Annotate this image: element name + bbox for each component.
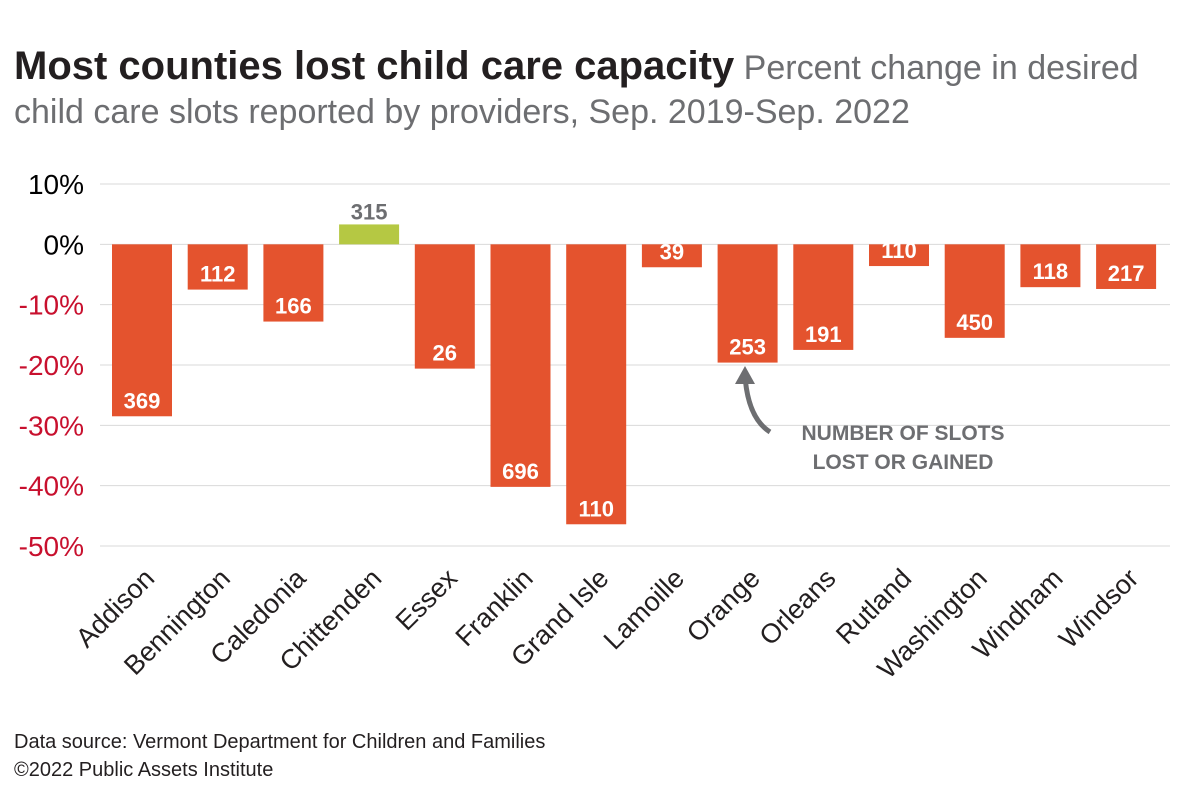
data-label: 166	[275, 294, 312, 319]
annotation-arrow	[742, 375, 772, 435]
y-tick-label: -20%	[19, 350, 84, 381]
data-label: 118	[1033, 259, 1069, 284]
data-label: 26	[433, 341, 457, 366]
x-tick-label: Lamoille	[598, 563, 690, 655]
data-label: 110	[578, 496, 614, 521]
annotation-arrowhead	[735, 366, 755, 384]
bar-bennington	[187, 244, 248, 290]
bar-rutland	[869, 244, 929, 267]
bar-orleans	[793, 244, 854, 350]
x-tick-label: Essex	[390, 563, 464, 637]
x-tick-label: Windsor	[1053, 563, 1144, 654]
chart-title: Most counties lost child care capacity	[14, 44, 735, 88]
chart-title-block: Most counties lost child care capacity P…	[14, 44, 1174, 134]
bar-washington	[944, 244, 1005, 338]
bar-windsor	[1096, 244, 1157, 289]
data-label: 39	[660, 239, 684, 264]
bar-orange	[717, 244, 778, 363]
bar-grand-isle	[566, 244, 627, 525]
bars	[112, 224, 1157, 525]
data-source: Data source: Vermont Department for Chil…	[14, 731, 546, 753]
annotation-line-2: LOST OR GAINED	[813, 451, 994, 474]
data-label: 217	[1108, 261, 1145, 286]
x-tick-label: Orange	[681, 563, 766, 648]
bar-lamoille	[641, 244, 702, 268]
y-tick-label: -50%	[19, 531, 84, 562]
bar-windham	[1020, 244, 1081, 288]
y-tick-label: -30%	[19, 410, 84, 441]
bar-addison	[112, 244, 172, 417]
footer: Data source: Vermont Department for Chil…	[14, 728, 545, 784]
data-labels: 369 112 166 315 26 696 110 39 253 191 110 450 118 217	[124, 199, 1145, 521]
copyright: ©2022 Public Assets Institute	[14, 759, 274, 781]
data-label: 696	[502, 459, 539, 484]
bar-essex	[414, 244, 475, 369]
data-label: 191	[805, 322, 842, 347]
y-axis: 10% 0% -10% -20% -30% -40% -50%	[19, 169, 84, 562]
annotation: NUMBER OF SLOTS LOST OR GAINED	[735, 366, 1005, 474]
y-tick-label: 10%	[28, 169, 84, 200]
data-label: 315	[351, 199, 388, 224]
bar-franklin	[490, 244, 551, 487]
data-label: 253	[729, 335, 766, 360]
bar-caledonia	[263, 244, 324, 322]
gridlines	[100, 183, 1170, 547]
data-label: 110	[881, 238, 917, 263]
y-tick-label: 0%	[44, 229, 84, 260]
annotation-line-1: NUMBER OF SLOTS	[802, 422, 1005, 445]
bar-chittenden	[339, 224, 400, 245]
bar-chart: 10% 0% -10% -20% -30% -40% -50% 369 112 166 315 26…	[19, 169, 1170, 684]
x-tick-label: Orleans	[753, 563, 841, 651]
y-tick-label: -40%	[19, 471, 84, 502]
data-label: 369	[124, 388, 161, 413]
data-label: 450	[956, 310, 993, 335]
y-tick-label: -10%	[19, 290, 84, 321]
chart-subtitle: Percent change in desired child care slo…	[14, 49, 1139, 131]
data-label: 112	[200, 262, 236, 287]
